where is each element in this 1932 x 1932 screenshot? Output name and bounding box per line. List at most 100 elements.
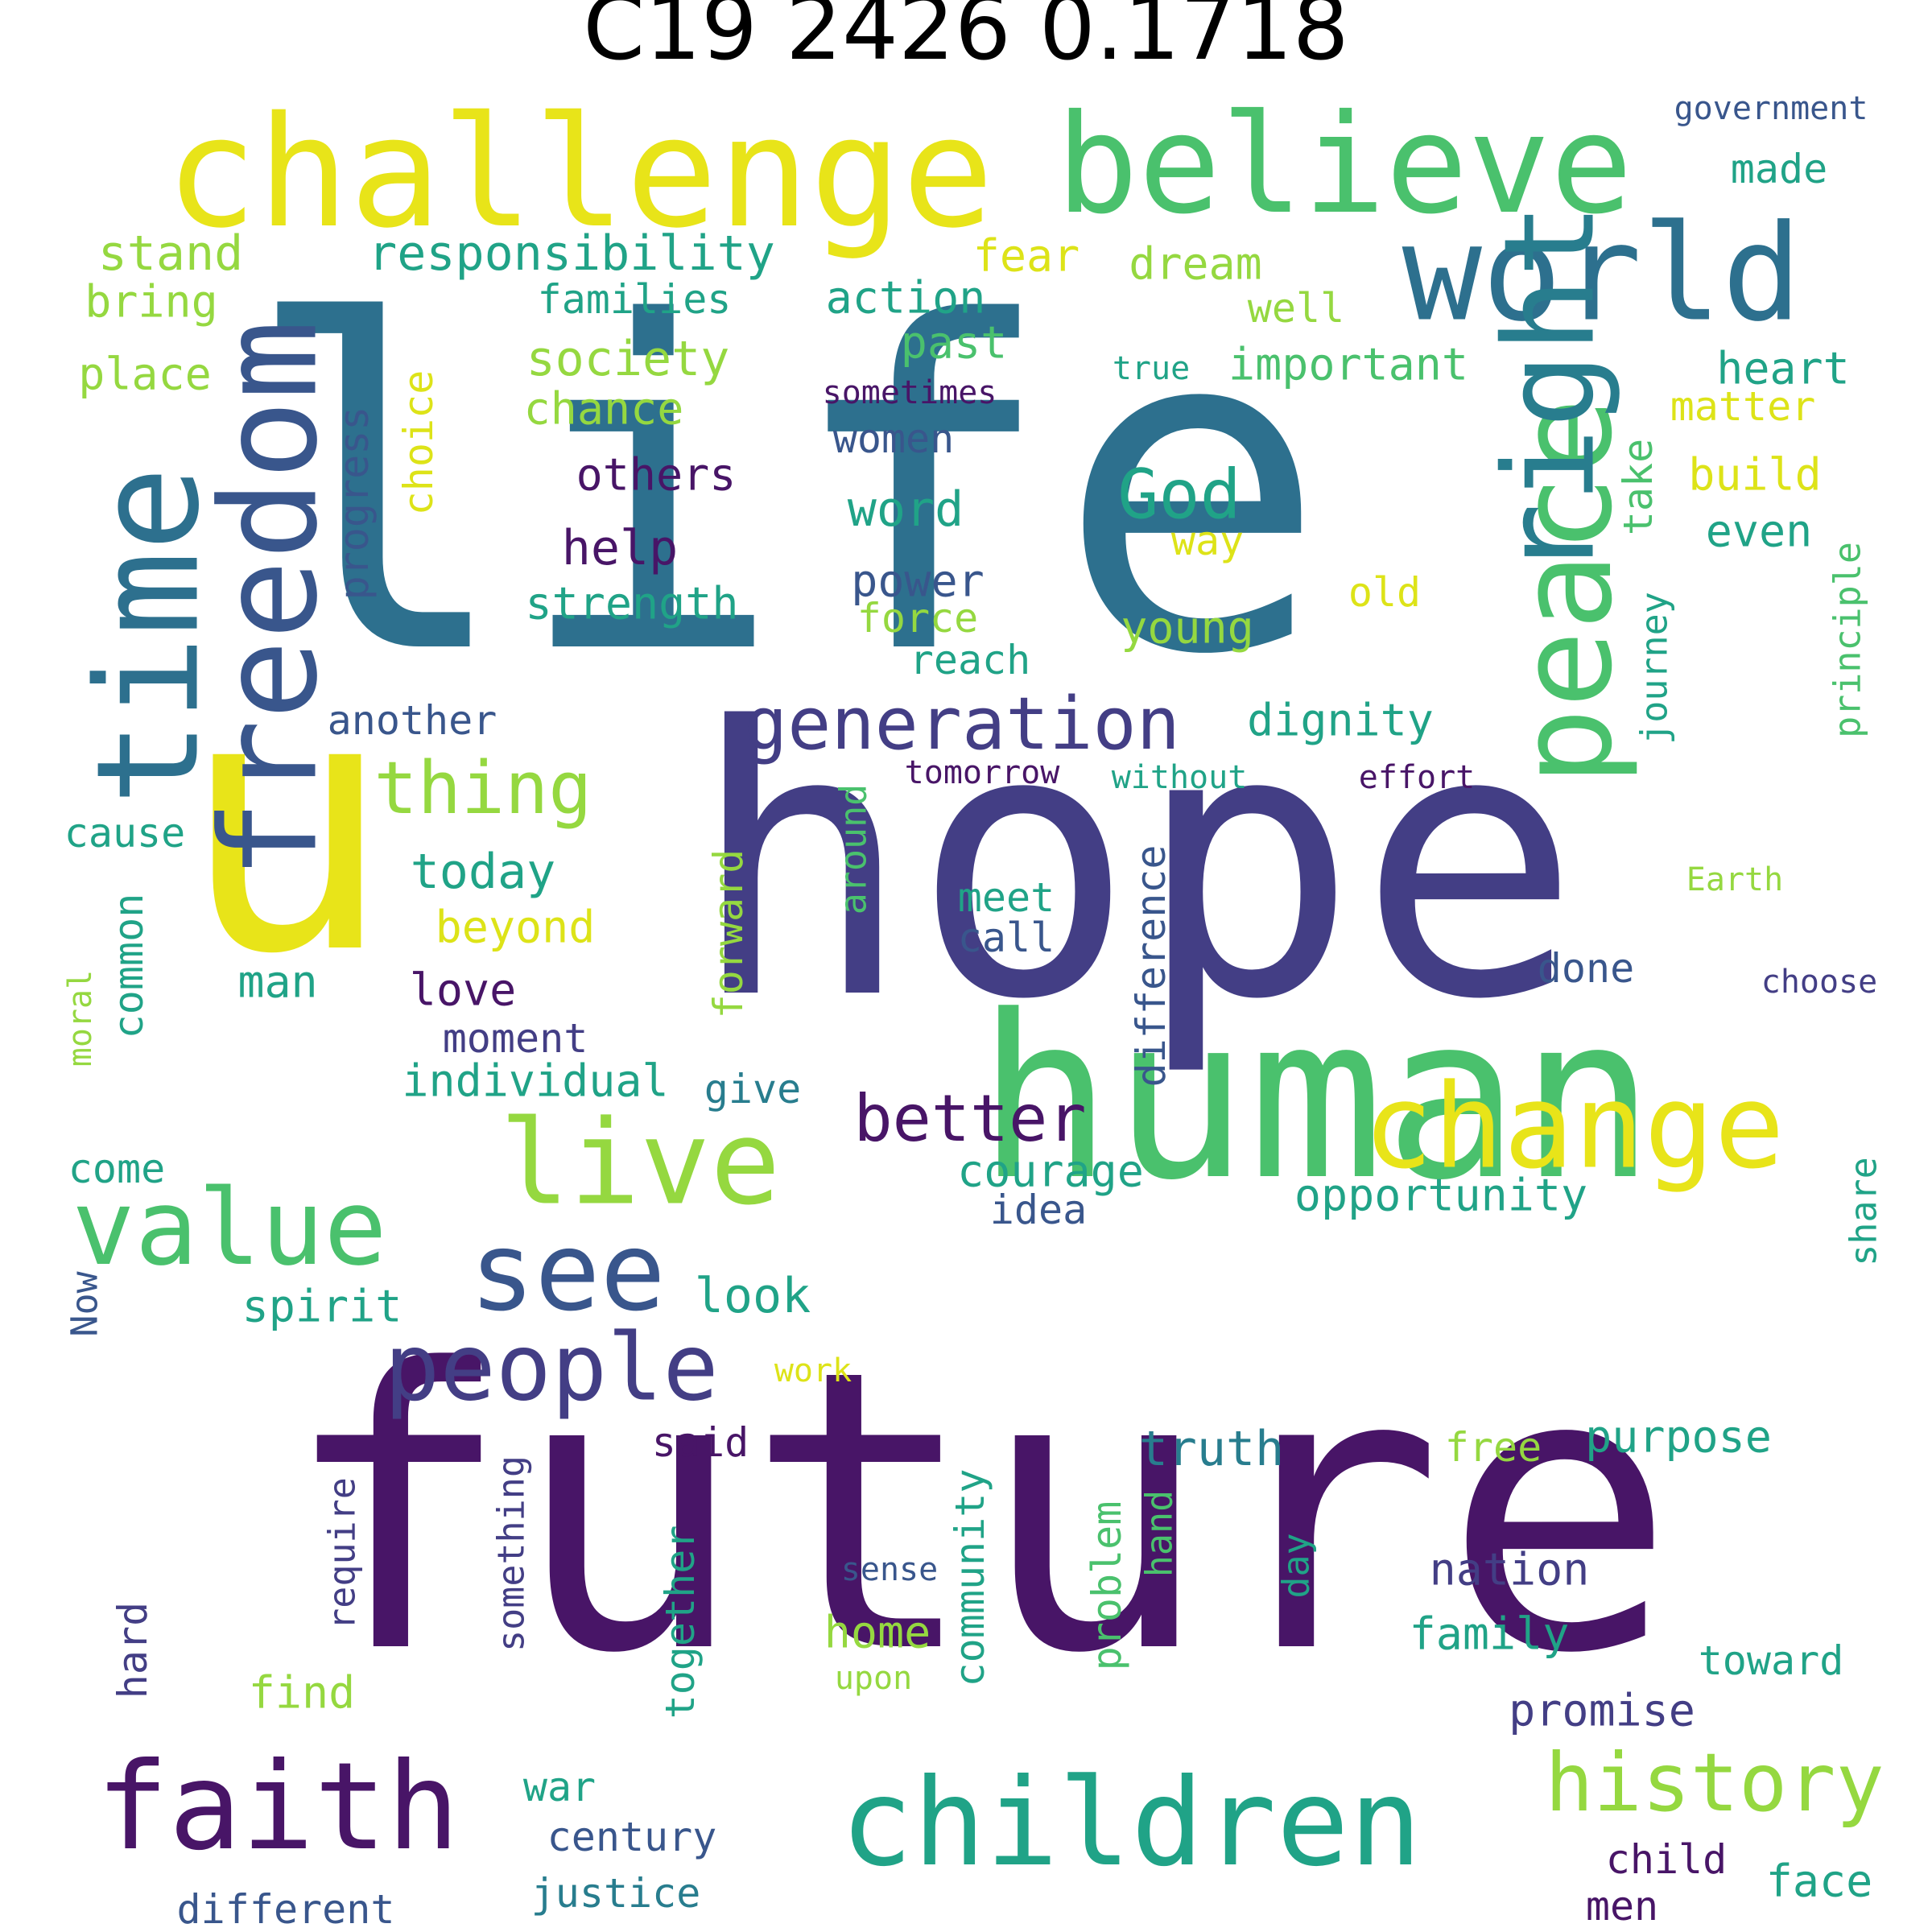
word-society: society: [526, 331, 730, 387]
word-opportunity: opportunity: [1294, 1169, 1588, 1221]
word-men: men: [1585, 1883, 1659, 1930]
word-place: place: [78, 348, 212, 400]
word-another: another: [327, 697, 497, 744]
word-tomorrow: tomorrow: [904, 754, 1060, 791]
word-families: families: [537, 276, 732, 323]
word-war: war: [522, 1764, 597, 1810]
word-take: take: [1615, 438, 1662, 536]
word-earth: Earth: [1686, 861, 1784, 898]
word-change: change: [1363, 1059, 1785, 1195]
word-courage: courage: [957, 1145, 1144, 1197]
word-hope: hope: [689, 650, 1581, 1080]
word-now: Now: [63, 1271, 106, 1337]
word-common: common: [105, 893, 152, 1039]
word-look: look: [694, 1268, 811, 1324]
word-important: important: [1228, 338, 1469, 390]
word-dignity: dignity: [1247, 694, 1434, 746]
word-century: century: [547, 1814, 717, 1860]
word-without: without: [1111, 759, 1248, 796]
word-chance: chance: [523, 382, 684, 435]
word-purpose: purpose: [1585, 1410, 1772, 1463]
word-individual: individual: [402, 1055, 669, 1107]
word-u: u: [179, 619, 393, 1031]
word-matter: matter: [1670, 383, 1816, 430]
word-day: day: [1274, 1533, 1318, 1599]
word-nation: nation: [1429, 1543, 1590, 1596]
word-choose: choose: [1761, 964, 1878, 1001]
word-freedom: freedom: [192, 320, 347, 880]
word-life: life: [242, 229, 1328, 753]
word-idea: idea: [989, 1187, 1088, 1233]
word-well: well: [1247, 285, 1345, 332]
word-moment: moment: [442, 1015, 588, 1062]
word-value: value: [72, 1166, 387, 1289]
word-sense: sense: [840, 1551, 939, 1588]
word-see: see: [469, 1208, 666, 1335]
word-cause: cause: [64, 810, 186, 857]
word-justice: justice: [530, 1870, 701, 1917]
word-something: something: [489, 1455, 533, 1652]
word-face: face: [1765, 1855, 1873, 1907]
word-world: world: [1402, 196, 1802, 351]
word-word: word: [847, 481, 964, 538]
word-beyond: beyond: [435, 901, 596, 953]
word-action: action: [825, 271, 986, 324]
word-past: past: [900, 316, 1008, 369]
word-people: people: [384, 1314, 719, 1422]
word-community: community: [947, 1468, 993, 1687]
word-live: live: [499, 1095, 781, 1232]
word-old: old: [1348, 569, 1422, 616]
word-true: true: [1112, 350, 1191, 387]
word-meet: meet: [957, 874, 1055, 921]
word-truth: truth: [1138, 1421, 1285, 1477]
word-help: help: [561, 520, 679, 576]
word-strength: strength: [525, 577, 739, 630]
word-right: right: [1476, 202, 1623, 579]
word-find: find: [248, 1666, 356, 1719]
word-thing: thing: [374, 746, 592, 831]
word-women: women: [832, 415, 955, 462]
word-today: today: [410, 844, 556, 900]
word-future: future: [280, 1288, 1676, 1738]
word-effort: effort: [1358, 759, 1476, 796]
word-done: done: [1537, 945, 1635, 992]
word-work: work: [774, 1352, 852, 1389]
word-hard: hard: [109, 1601, 156, 1699]
word-better: better: [853, 1081, 1087, 1156]
word-government: government: [1674, 90, 1868, 127]
word-come: come: [68, 1146, 166, 1192]
word-others: others: [576, 448, 737, 501]
word-sometimes: sometimes: [822, 374, 997, 411]
word-around: around: [832, 783, 875, 915]
word-generation: generation: [744, 682, 1180, 766]
word-history: history: [1545, 1736, 1885, 1830]
word-children: children: [840, 1753, 1422, 1893]
word-responsibility: responsibility: [368, 225, 775, 282]
word-said: said: [651, 1419, 749, 1466]
word-dream: dream: [1129, 237, 1262, 290]
word-principle: principle: [1826, 542, 1869, 738]
word-home: home: [824, 1606, 931, 1658]
word-family: family: [1409, 1608, 1570, 1660]
word-hand: hand: [1137, 1489, 1181, 1578]
word-require: require: [320, 1477, 364, 1630]
word-young: young: [1121, 601, 1254, 654]
word-difference: difference: [1128, 844, 1174, 1088]
word-spirit: spirit: [242, 1280, 402, 1332]
word-journey: journey: [1633, 592, 1676, 745]
word-build: build: [1688, 448, 1822, 501]
word-choice: choice: [395, 369, 442, 516]
word-cloud-title: C19 2426 0.1718: [583, 0, 1349, 80]
word-bring: bring: [85, 275, 218, 328]
word-god: God: [1117, 455, 1241, 535]
word-moral: moral: [62, 969, 99, 1067]
word-power: power: [851, 555, 985, 607]
word-stand: stand: [97, 225, 244, 282]
word-together: together: [657, 1525, 704, 1719]
word-heart: heart: [1716, 342, 1850, 394]
word-believe: believe: [1055, 85, 1633, 245]
word-call: call: [957, 914, 1055, 961]
word-love: love: [409, 964, 517, 1016]
word-share: share: [1842, 1157, 1885, 1266]
